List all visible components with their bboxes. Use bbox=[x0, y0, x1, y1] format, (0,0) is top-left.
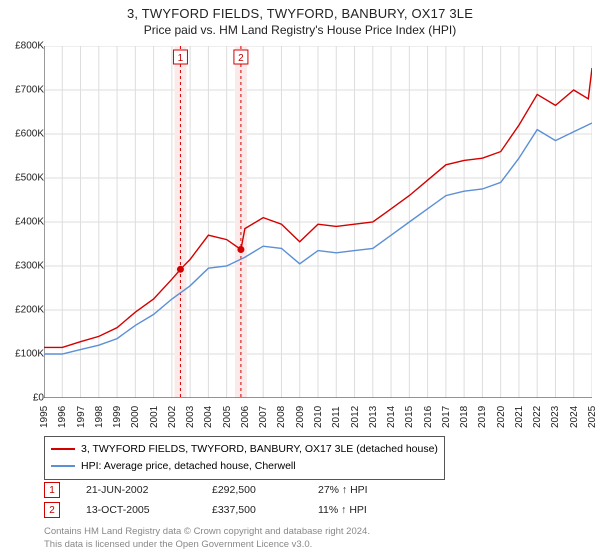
x-tick-label: 2020 bbox=[496, 406, 507, 428]
title-line-1: 3, TWYFORD FIELDS, TWYFORD, BANBURY, OX1… bbox=[0, 6, 600, 21]
legend: 3, TWYFORD FIELDS, TWYFORD, BANBURY, OX1… bbox=[44, 436, 445, 480]
legend-label-price: 3, TWYFORD FIELDS, TWYFORD, BANBURY, OX1… bbox=[81, 441, 438, 458]
sale-hpi-1: 27% ↑ HPI bbox=[318, 484, 408, 496]
sale-row-2: 2 13-OCT-2005 £337,500 11% ↑ HPI bbox=[44, 500, 408, 520]
x-tick-label: 1999 bbox=[112, 406, 123, 428]
legend-label-hpi: HPI: Average price, detached house, Cher… bbox=[81, 458, 296, 475]
x-tick-label: 2012 bbox=[350, 406, 361, 428]
sale-marker-2: 2 bbox=[44, 502, 60, 518]
chart-svg: 12 bbox=[44, 46, 592, 398]
x-tick-label: 2010 bbox=[313, 406, 324, 428]
y-tick-label: £200K bbox=[4, 305, 44, 316]
y-tick-label: £600K bbox=[4, 129, 44, 140]
sale-date-2: 13-OCT-2005 bbox=[86, 504, 186, 516]
x-tick-label: 1998 bbox=[94, 406, 105, 428]
y-tick-label: £300K bbox=[4, 261, 44, 272]
x-tick-label: 2025 bbox=[587, 406, 598, 428]
x-tick-label: 2004 bbox=[203, 406, 214, 428]
x-tick-label: 2019 bbox=[477, 406, 488, 428]
title-line-2: Price paid vs. HM Land Registry's House … bbox=[0, 23, 600, 37]
sale-date-1: 21-JUN-2002 bbox=[86, 484, 186, 496]
svg-text:2: 2 bbox=[238, 53, 244, 64]
sale-marker-1: 1 bbox=[44, 482, 60, 498]
x-tick-label: 2005 bbox=[222, 406, 233, 428]
x-tick-label: 2013 bbox=[368, 406, 379, 428]
x-tick-label: 2024 bbox=[569, 406, 580, 428]
x-tick-label: 2002 bbox=[167, 406, 178, 428]
footer: Contains HM Land Registry data © Crown c… bbox=[44, 526, 370, 552]
chart-container: 3, TWYFORD FIELDS, TWYFORD, BANBURY, OX1… bbox=[0, 0, 600, 560]
x-tick-label: 2016 bbox=[423, 406, 434, 428]
x-tick-label: 2006 bbox=[240, 406, 251, 428]
sale-price-1: £292,500 bbox=[212, 484, 292, 496]
y-tick-label: £700K bbox=[4, 85, 44, 96]
y-tick-label: £800K bbox=[4, 41, 44, 52]
x-tick-label: 2007 bbox=[258, 406, 269, 428]
x-tick-label: 2017 bbox=[441, 406, 452, 428]
sales-block: 1 21-JUN-2002 £292,500 27% ↑ HPI 2 13-OC… bbox=[44, 480, 408, 520]
sale-row-1: 1 21-JUN-2002 £292,500 27% ↑ HPI bbox=[44, 480, 408, 500]
x-tick-label: 2015 bbox=[404, 406, 415, 428]
x-tick-label: 2022 bbox=[532, 406, 543, 428]
x-tick-label: 2018 bbox=[459, 406, 470, 428]
title-block: 3, TWYFORD FIELDS, TWYFORD, BANBURY, OX1… bbox=[0, 0, 600, 37]
legend-row-price: 3, TWYFORD FIELDS, TWYFORD, BANBURY, OX1… bbox=[51, 441, 438, 458]
x-tick-label: 2009 bbox=[295, 406, 306, 428]
legend-row-hpi: HPI: Average price, detached house, Cher… bbox=[51, 458, 438, 475]
sale-hpi-2: 11% ↑ HPI bbox=[318, 504, 408, 516]
y-tick-label: £100K bbox=[4, 349, 44, 360]
x-tick-label: 2023 bbox=[550, 406, 561, 428]
legend-swatch-hpi bbox=[51, 465, 75, 467]
y-tick-label: £400K bbox=[4, 217, 44, 228]
x-tick-label: 2021 bbox=[514, 406, 525, 428]
y-tick-label: £500K bbox=[4, 173, 44, 184]
x-tick-label: 1995 bbox=[39, 406, 50, 428]
x-tick-label: 2003 bbox=[185, 406, 196, 428]
x-tick-label: 2000 bbox=[130, 406, 141, 428]
x-tick-label: 1997 bbox=[76, 406, 87, 428]
svg-text:1: 1 bbox=[178, 53, 184, 64]
sale-price-2: £337,500 bbox=[212, 504, 292, 516]
x-tick-label: 2014 bbox=[386, 406, 397, 428]
legend-swatch-price bbox=[51, 448, 75, 450]
x-tick-label: 2011 bbox=[331, 406, 342, 428]
y-tick-label: £0 bbox=[4, 393, 44, 404]
x-tick-label: 2001 bbox=[149, 406, 160, 428]
footer-line-1: Contains HM Land Registry data © Crown c… bbox=[44, 526, 370, 539]
x-tick-label: 2008 bbox=[276, 406, 287, 428]
x-tick-label: 1996 bbox=[57, 406, 68, 428]
footer-line-2: This data is licensed under the Open Gov… bbox=[44, 539, 370, 552]
